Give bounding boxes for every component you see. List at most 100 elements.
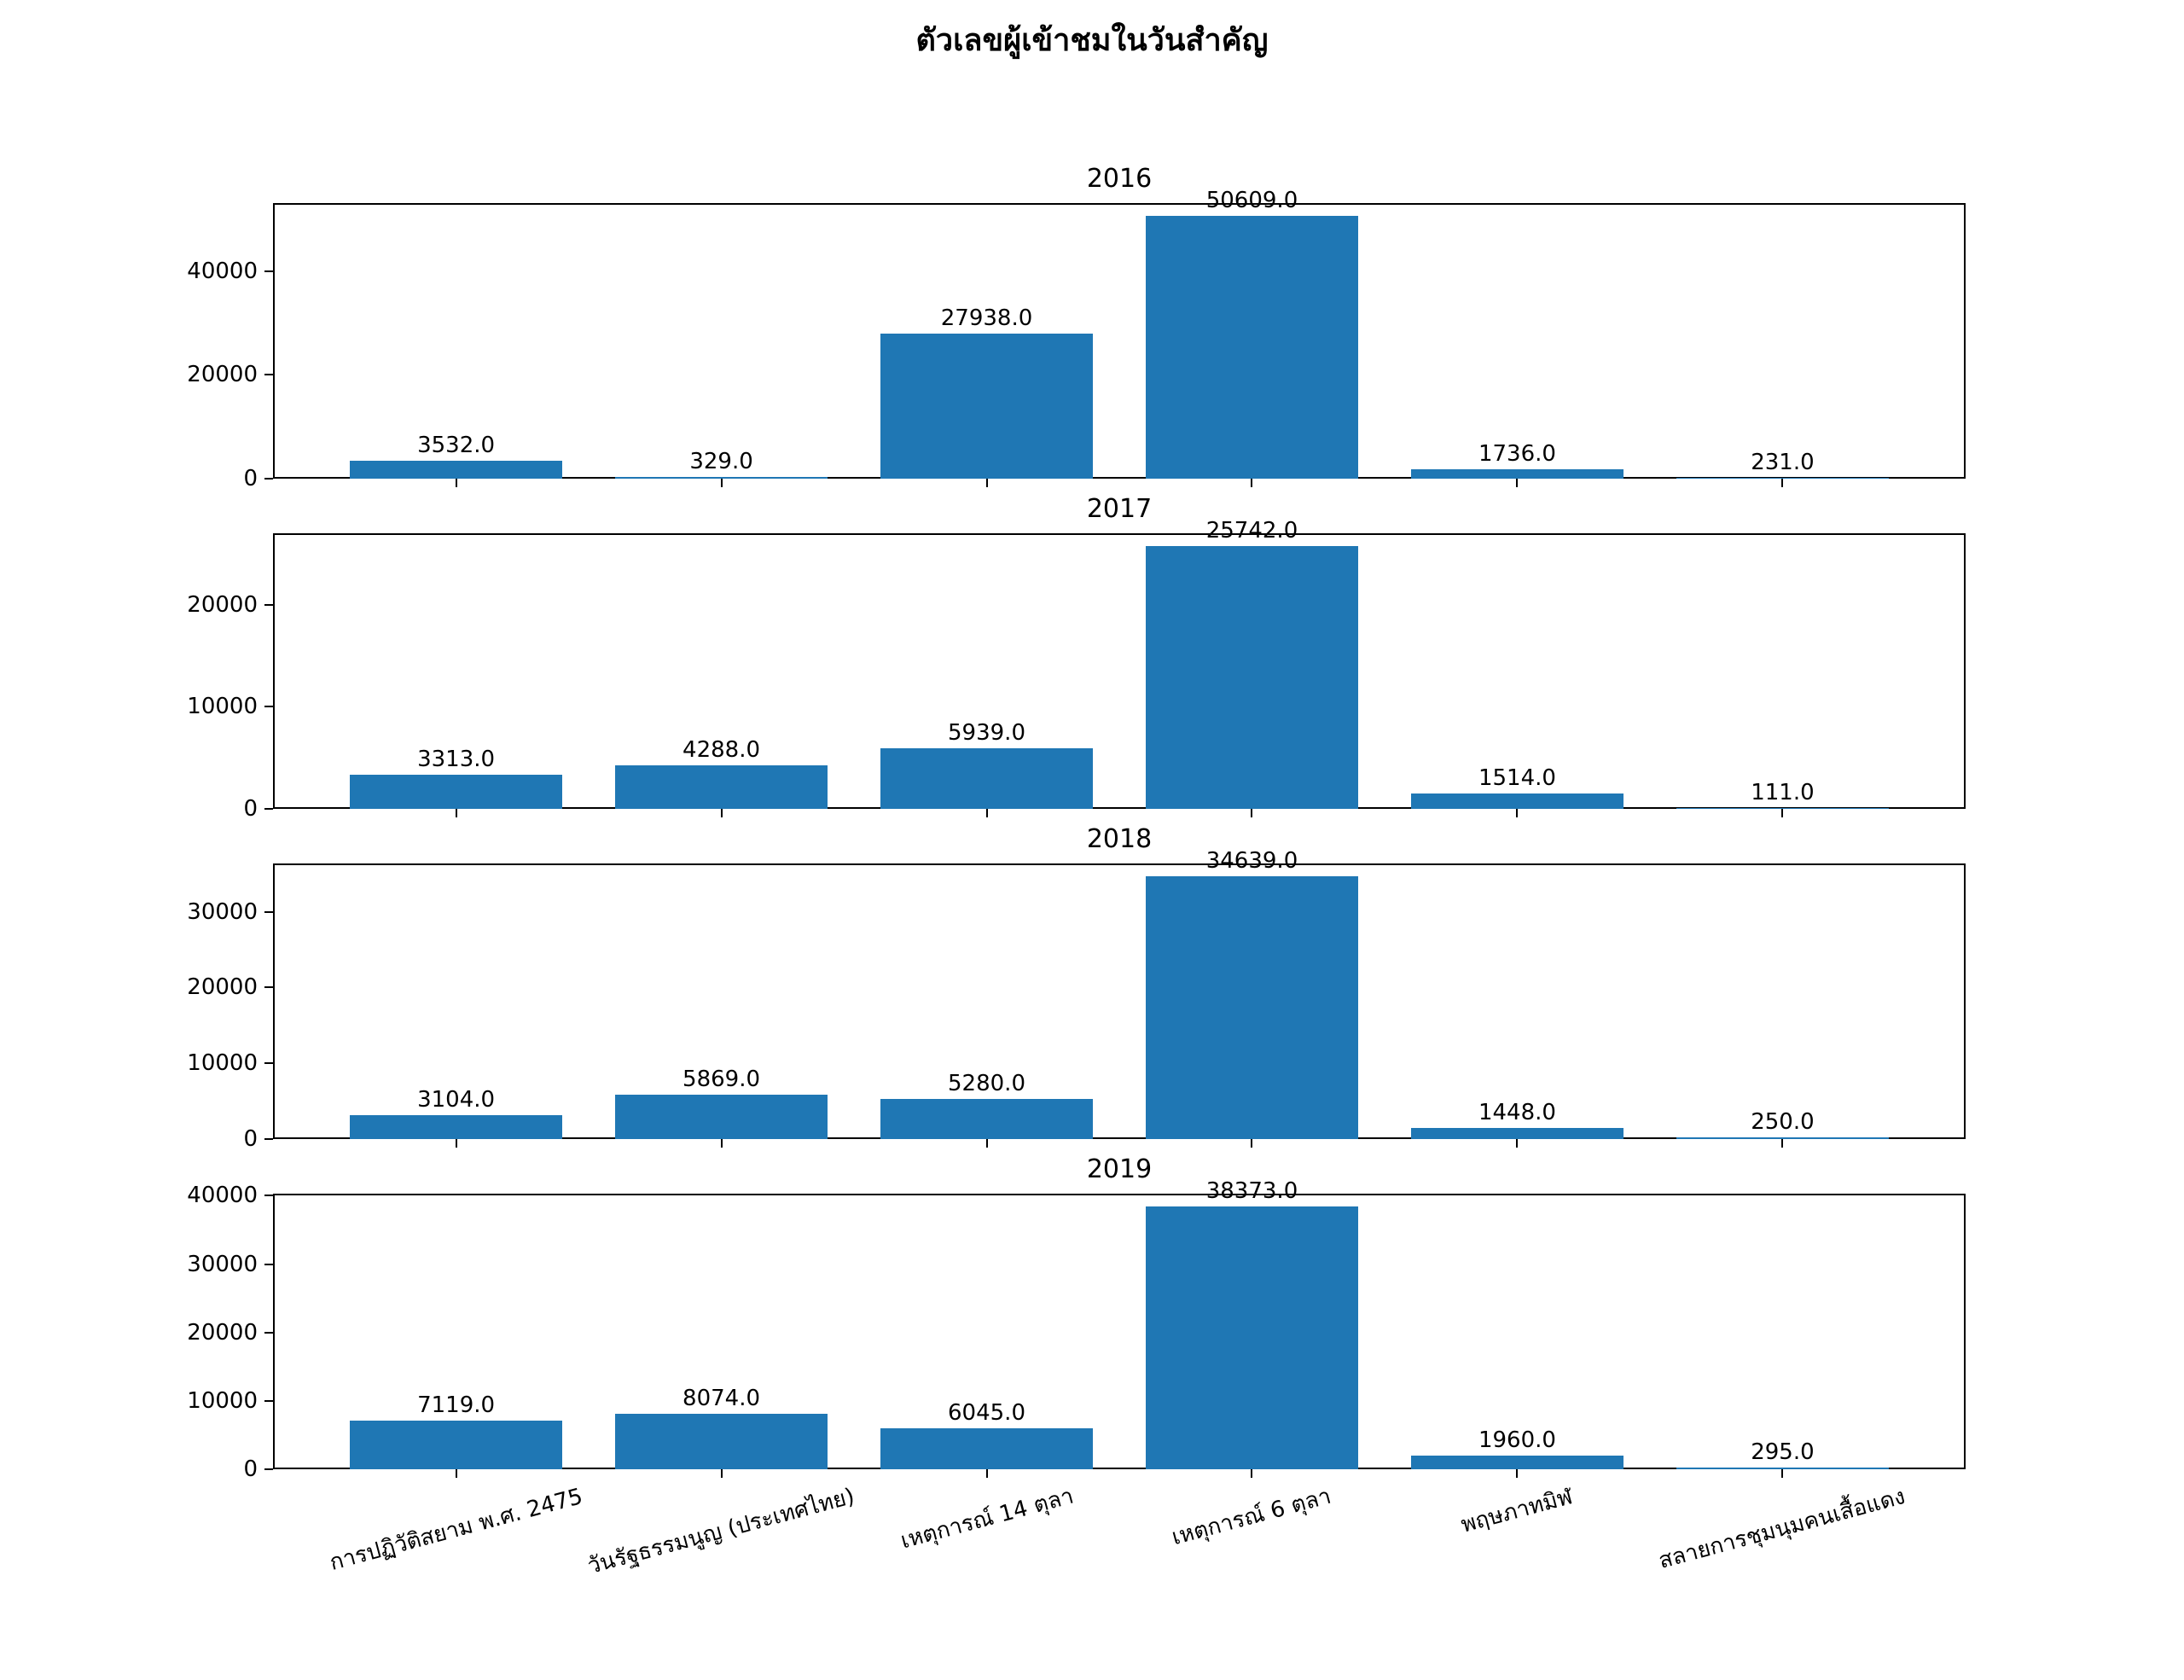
subplot-title-2016: 2016 <box>1086 164 1153 194</box>
x-tick-mark <box>455 1139 457 1148</box>
bar <box>1146 876 1358 1139</box>
bar-value-label: 5939.0 <box>948 720 1025 747</box>
y-tick-label: 20000 <box>187 362 258 388</box>
y-tick-label: 10000 <box>187 1050 258 1077</box>
x-tick-label: การปฏิวัติสยาม พ.ศ. 2475 <box>327 1483 586 1576</box>
y-tick-label: 30000 <box>187 898 258 925</box>
bar <box>1676 477 1889 480</box>
bar <box>1146 546 1358 809</box>
y-tick-mark <box>264 478 273 480</box>
x-tick-mark <box>1516 1469 1519 1478</box>
x-tick-mark <box>985 479 988 487</box>
x-tick-mark <box>455 479 457 487</box>
x-tick-mark <box>720 809 723 817</box>
bar-value-label: 1448.0 <box>1478 1100 1556 1126</box>
bar <box>1411 1456 1623 1469</box>
y-tick-label: 10000 <box>187 694 258 720</box>
y-tick-mark <box>264 603 273 606</box>
bar <box>1411 793 1623 809</box>
y-tick-mark <box>264 1062 273 1065</box>
bar-value-label: 231.0 <box>1751 449 1815 475</box>
y-tick-label: 20000 <box>187 1319 258 1346</box>
bar <box>1676 807 1889 810</box>
bar-value-label: 6045.0 <box>948 1399 1025 1426</box>
x-tick-mark <box>720 1139 723 1148</box>
bar <box>615 1094 828 1139</box>
bar <box>880 748 1093 809</box>
x-tick-mark <box>455 809 457 817</box>
x-tick-label: เหตุการณ์ 14 ตุลา <box>897 1483 1077 1555</box>
bar-value-label: 25742.0 <box>1205 518 1298 544</box>
y-tick-label: 0 <box>243 1126 258 1152</box>
bar-value-label: 5280.0 <box>948 1071 1025 1097</box>
bar <box>350 1115 562 1139</box>
bar-value-label: 295.0 <box>1751 1439 1815 1465</box>
bar <box>880 1099 1093 1139</box>
x-tick-mark <box>1781 1469 1784 1478</box>
x-tick-label: สลายการชุมนุมคนเสื้อแดง <box>1656 1484 1908 1575</box>
x-tick-label: วันรัฐธรรมนูญ (ประเทศไทย) <box>584 1484 857 1580</box>
bar-value-label: 1736.0 <box>1478 441 1556 468</box>
bar-value-label: 5869.0 <box>682 1066 761 1092</box>
bar <box>615 1414 828 1469</box>
bar-value-label: 111.0 <box>1751 779 1815 805</box>
y-tick-label: 0 <box>243 1456 258 1482</box>
x-tick-label: พฤษภาทมิฬ <box>1458 1483 1576 1538</box>
subplot-axes-2017 <box>273 533 1966 809</box>
bar <box>350 460 562 479</box>
bar <box>1411 469 1623 479</box>
x-tick-mark <box>1251 479 1253 487</box>
y-tick-mark <box>264 1263 273 1265</box>
y-tick-mark <box>264 808 273 810</box>
y-tick-label: 10000 <box>187 1387 258 1414</box>
y-tick-label: 40000 <box>187 258 258 284</box>
bar-value-label: 3532.0 <box>417 432 496 458</box>
x-tick-mark <box>1781 1139 1784 1148</box>
x-tick-mark <box>1516 1139 1519 1148</box>
y-tick-mark <box>264 1195 273 1197</box>
y-tick-mark <box>264 986 273 989</box>
bar <box>1676 1136 1889 1139</box>
x-tick-mark <box>1251 1469 1253 1478</box>
x-tick-mark <box>1516 479 1519 487</box>
bar-value-label: 27938.0 <box>940 305 1033 332</box>
x-tick-mark <box>1251 1139 1253 1148</box>
x-tick-mark <box>720 479 723 487</box>
bar-value-label: 3313.0 <box>417 747 496 773</box>
y-tick-mark <box>264 706 273 708</box>
x-tick-mark <box>1781 809 1784 817</box>
x-tick-mark <box>455 1469 457 1478</box>
bar-value-label: 329.0 <box>689 449 753 474</box>
bar <box>880 1427 1093 1469</box>
y-tick-mark <box>264 1138 273 1140</box>
bar-value-label: 38373.0 <box>1205 1178 1298 1205</box>
y-tick-label: 30000 <box>187 1251 258 1277</box>
bar <box>1676 1467 1889 1469</box>
x-tick-mark <box>985 1139 988 1148</box>
subplot-axes-2016 <box>273 203 1966 479</box>
bar <box>350 1420 562 1469</box>
y-tick-label: 20000 <box>187 591 258 618</box>
bar-value-label: 4288.0 <box>682 736 761 763</box>
bar-value-label: 7119.0 <box>417 1392 496 1418</box>
x-tick-mark <box>1781 479 1784 487</box>
y-tick-mark <box>264 374 273 376</box>
y-tick-mark <box>264 910 273 913</box>
bar-value-label: 250.0 <box>1751 1108 1815 1135</box>
bar-value-label: 3104.0 <box>417 1087 496 1113</box>
subplot-title-2017: 2017 <box>1086 494 1153 524</box>
bar-value-label: 34639.0 <box>1205 848 1298 875</box>
bar <box>1146 216 1358 479</box>
x-tick-mark <box>985 809 988 817</box>
bar <box>1411 1128 1623 1139</box>
y-tick-mark <box>264 1399 273 1402</box>
subplot-title-2018: 2018 <box>1086 824 1153 854</box>
subplot-title-2019: 2019 <box>1086 1154 1153 1184</box>
y-tick-label: 0 <box>243 796 258 822</box>
y-tick-mark <box>264 270 273 272</box>
y-tick-label: 40000 <box>187 1183 258 1209</box>
x-tick-mark <box>720 1469 723 1478</box>
bar <box>880 334 1093 479</box>
bar-value-label: 1960.0 <box>1478 1427 1556 1454</box>
